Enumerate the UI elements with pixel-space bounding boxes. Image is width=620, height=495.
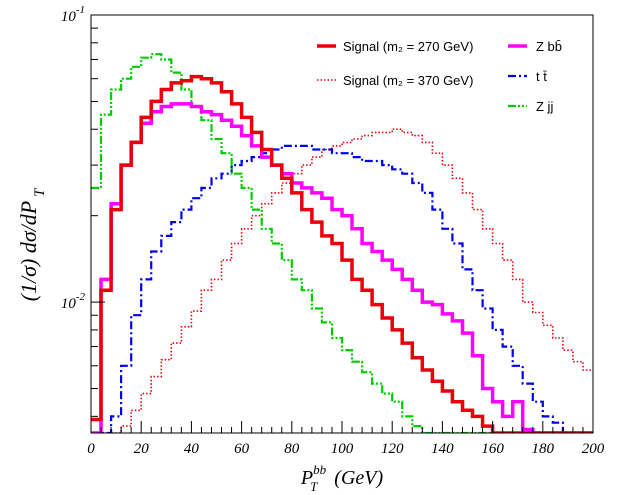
x-tick-label: 200 [582, 441, 605, 457]
x-tick-label: 160 [481, 441, 504, 457]
y-axis-title: (1/σ) dσ/dP T [16, 187, 48, 301]
legend-label-0: Signal (m₂ = 270 GeV) [343, 39, 473, 54]
legend-label-1: Signal (m₂ = 370 GeV) [343, 73, 473, 88]
x-tick-label: 180 [532, 441, 555, 457]
series-line-3 [91, 144, 593, 433]
series-line-0 [91, 74, 593, 433]
legend-label-4: Z jj [536, 99, 553, 114]
series-line-2 [91, 102, 593, 433]
x-tick-label: 140 [431, 441, 454, 457]
x-tick-label: 60 [234, 441, 250, 457]
tick-layer: 0 20 40 60 80 100 120 140 160 180 200 10-2 10-1 [61, 4, 605, 457]
series-line-1 [91, 128, 593, 433]
legend-label-3: t t̄ [536, 69, 547, 84]
y-tick-label: 10-2 [61, 291, 86, 312]
plot-frame [90, 14, 594, 434]
x-tick-label: 100 [331, 441, 354, 457]
x-tick-label: 120 [381, 441, 404, 457]
x-tick-label: 80 [284, 441, 300, 457]
x-tick-label: 0 [87, 441, 95, 457]
x-tick-label: 20 [134, 441, 150, 457]
legend: Signal (m₂ = 270 GeV) Signal (m₂ = 370 Ge… [317, 39, 562, 114]
x-axis-title: Pbb T (GeV) [300, 462, 384, 494]
series-line-4 [91, 53, 593, 433]
legend-label-2: Z bb̄ [536, 39, 562, 54]
axis-titles: Pbb T (GeV) (1/σ) dσ/dP T [16, 187, 383, 494]
series-layer [91, 53, 593, 433]
y-tick-label: 10-1 [61, 4, 85, 25]
x-tick-label: 40 [184, 441, 200, 457]
